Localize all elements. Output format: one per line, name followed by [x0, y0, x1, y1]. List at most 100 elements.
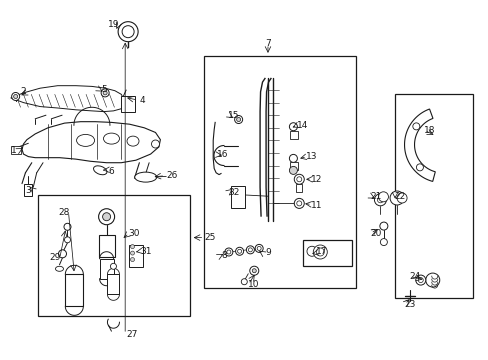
Text: 6: 6 [108, 167, 114, 176]
Circle shape [14, 94, 18, 99]
Text: 25: 25 [204, 233, 216, 242]
Bar [394, 94, 472, 298]
Circle shape [296, 201, 301, 206]
Circle shape [289, 123, 297, 131]
Text: 7: 7 [264, 40, 270, 49]
Circle shape [249, 266, 258, 275]
Circle shape [59, 250, 66, 258]
Circle shape [379, 222, 387, 230]
Circle shape [257, 246, 261, 251]
Text: 26: 26 [166, 171, 178, 180]
Text: 11: 11 [310, 201, 322, 210]
Bar [121, 96, 135, 112]
Text: 14: 14 [296, 121, 307, 130]
Circle shape [102, 213, 110, 221]
Bar [107, 274, 119, 294]
Bar [290, 131, 298, 139]
Bar [290, 162, 298, 170]
Circle shape [248, 248, 252, 252]
Circle shape [130, 244, 134, 249]
Text: 3: 3 [25, 186, 31, 195]
Circle shape [316, 248, 324, 256]
Circle shape [389, 191, 403, 205]
Text: 18: 18 [423, 126, 434, 135]
Text: 32: 32 [227, 188, 239, 197]
Circle shape [110, 263, 116, 269]
Polygon shape [11, 86, 123, 112]
Text: 22: 22 [393, 192, 405, 201]
Text: 4: 4 [140, 96, 145, 105]
Text: 15: 15 [227, 111, 239, 120]
Text: 28: 28 [58, 208, 69, 217]
Circle shape [374, 194, 386, 206]
Ellipse shape [55, 266, 63, 271]
Circle shape [130, 257, 134, 262]
Text: 8: 8 [221, 251, 226, 260]
Bar [296, 184, 302, 192]
Circle shape [425, 273, 439, 287]
Text: 12: 12 [310, 175, 322, 184]
Ellipse shape [127, 136, 139, 146]
Circle shape [296, 177, 301, 182]
Bar [65, 274, 83, 306]
Ellipse shape [135, 172, 156, 182]
Text: 13: 13 [305, 152, 317, 161]
Circle shape [224, 248, 232, 256]
Bar [100, 259, 113, 279]
Circle shape [415, 275, 425, 285]
Text: 20: 20 [369, 229, 381, 238]
Circle shape [122, 26, 134, 38]
Ellipse shape [103, 133, 119, 144]
Circle shape [118, 22, 138, 42]
Bar [303, 240, 351, 266]
Ellipse shape [93, 166, 107, 175]
Text: 31: 31 [140, 247, 151, 256]
Text: 17: 17 [315, 247, 327, 256]
Circle shape [396, 193, 406, 203]
Text: 30: 30 [128, 229, 140, 238]
Circle shape [246, 246, 254, 254]
Circle shape [289, 154, 297, 162]
Circle shape [378, 192, 387, 202]
Circle shape [252, 269, 256, 273]
Bar [230, 186, 244, 208]
Bar [204, 56, 355, 288]
Circle shape [289, 166, 297, 174]
Text: 2: 2 [20, 87, 26, 96]
Polygon shape [22, 122, 160, 163]
Bar [38, 195, 189, 316]
Text: 29: 29 [49, 253, 61, 262]
Text: 27: 27 [126, 330, 138, 339]
Circle shape [99, 209, 114, 225]
Circle shape [130, 251, 134, 255]
Bar [24, 184, 32, 195]
Bar [11, 146, 20, 154]
Circle shape [380, 239, 386, 246]
Ellipse shape [77, 134, 94, 147]
Circle shape [294, 174, 304, 184]
Text: 16: 16 [216, 150, 228, 159]
Circle shape [64, 223, 71, 230]
Text: 23: 23 [403, 300, 415, 309]
Polygon shape [404, 109, 434, 181]
Circle shape [417, 278, 423, 283]
Circle shape [151, 140, 159, 148]
Text: 21: 21 [369, 192, 381, 201]
Circle shape [235, 247, 243, 255]
Text: 24: 24 [408, 272, 420, 281]
Circle shape [234, 116, 242, 123]
Circle shape [12, 93, 20, 100]
Circle shape [412, 123, 419, 130]
Circle shape [103, 91, 107, 95]
Circle shape [313, 245, 326, 259]
Circle shape [255, 244, 263, 252]
Circle shape [294, 198, 304, 208]
Text: 1: 1 [11, 146, 17, 155]
Text: 5: 5 [101, 85, 106, 94]
Circle shape [64, 237, 70, 243]
Text: 10: 10 [247, 280, 259, 289]
Circle shape [237, 249, 241, 253]
Text: 19: 19 [107, 20, 119, 29]
Circle shape [226, 250, 230, 254]
Bar [129, 245, 143, 267]
